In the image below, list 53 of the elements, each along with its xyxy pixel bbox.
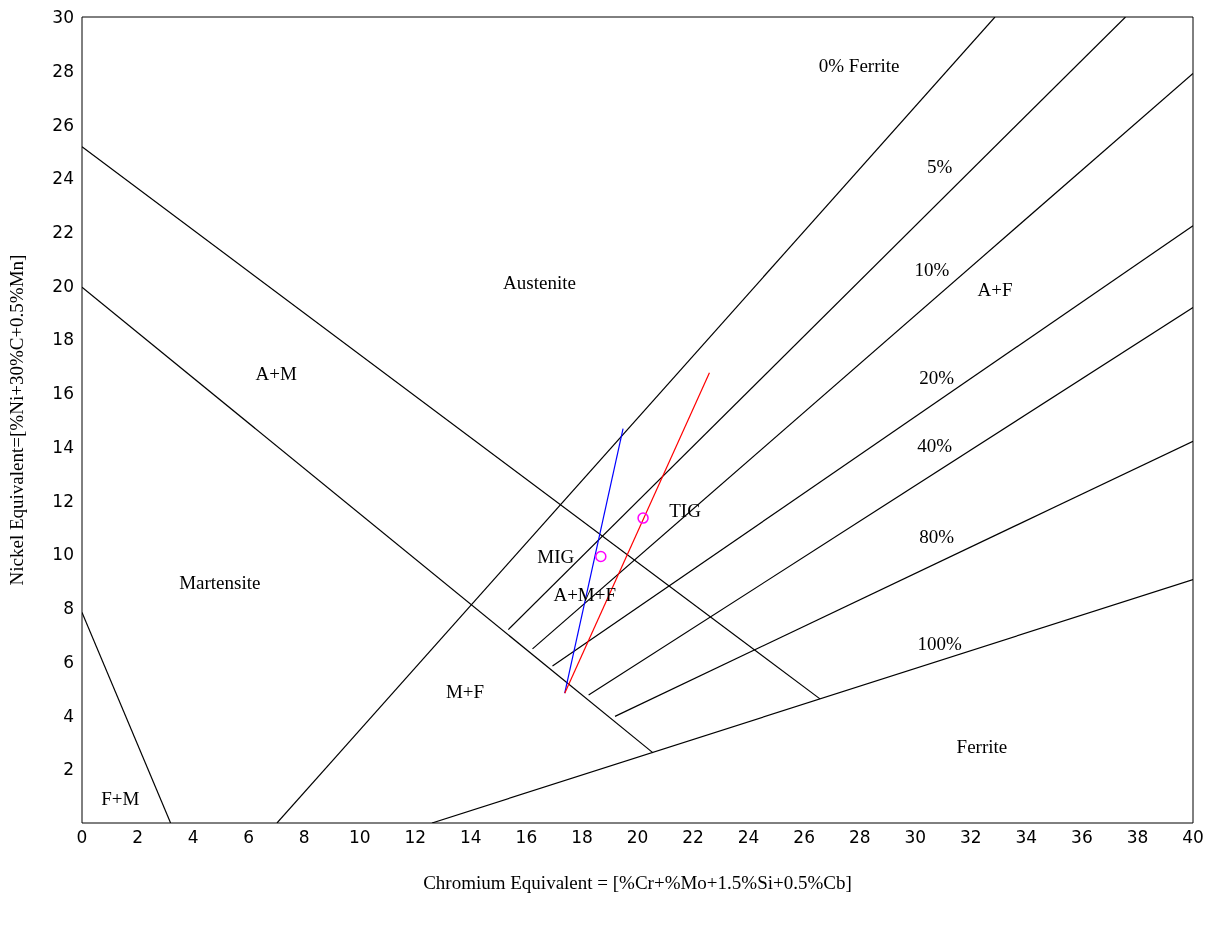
y-tick-label: 20	[52, 275, 74, 296]
x-tick-label: 26	[793, 827, 815, 848]
y-tick-label: 28	[52, 60, 74, 81]
annotation: 40%	[917, 435, 953, 457]
x-tick-label: 0	[76, 827, 88, 848]
x-tick-label: 36	[1071, 827, 1093, 848]
x-tick-label: 18	[571, 827, 593, 848]
y-tick-label: 14	[52, 436, 74, 457]
x-tick-label: 12	[404, 827, 427, 848]
y-axis-title: Nickel Equivalent=[%Ni+30%C+0.5%Mn]	[5, 254, 27, 586]
x-tick-label: 30	[904, 827, 927, 848]
y-tick-label: 2	[63, 759, 74, 780]
x-tick-label: 24	[737, 827, 760, 848]
x-tick-label: 14	[460, 827, 482, 848]
x-tick-label: 40	[1182, 827, 1204, 848]
x-tick-label: 10	[348, 827, 371, 848]
x-tick-label: 8	[298, 827, 310, 848]
y-tick-label: 26	[52, 114, 74, 135]
annotation: 5%	[927, 155, 953, 177]
x-tick-label: 32	[959, 827, 982, 848]
x-tick-label: 28	[848, 827, 871, 848]
x-tick-label: 38	[1126, 827, 1149, 848]
x-tick-label: 16	[515, 827, 538, 848]
x-tick-label: 34	[1015, 827, 1038, 848]
annotation: A+F	[977, 278, 1013, 300]
y-tick-label: 24	[52, 168, 74, 189]
x-tick-label: 2	[132, 827, 143, 848]
y-tick-label: 16	[52, 383, 74, 404]
y-tick-label: 18	[52, 329, 74, 350]
annotation: A+M	[255, 363, 297, 385]
x-tick-label: 6	[243, 827, 255, 848]
annotation: 20%	[919, 367, 955, 389]
y-tick-label: 10	[52, 544, 74, 565]
y-tick-label: 12	[52, 490, 74, 511]
annotation: 0% Ferrite	[818, 54, 900, 76]
annotation: Austenite	[503, 271, 576, 293]
y-tick-label: 22	[52, 221, 74, 242]
annotation: 100%	[917, 632, 963, 654]
annotation: F+M	[101, 787, 140, 809]
y-tick-label: 4	[63, 705, 74, 726]
x-axis-title: Chromium Equivalent = [%Cr+%Mo+1.5%Si+0.5%Cb]	[423, 872, 852, 893]
x-tick-label: 4	[187, 827, 199, 848]
annotation: 10%	[914, 259, 950, 281]
x-tick-label: 20	[626, 827, 649, 848]
annotation: Ferrite	[956, 735, 1008, 757]
y-tick-label: 8	[63, 598, 74, 619]
y-tick-label: 6	[63, 651, 74, 672]
y-tick-label: 30	[52, 7, 74, 28]
annotation: 80%	[919, 525, 955, 547]
annotation: MIG	[537, 545, 575, 567]
annotation: M+F	[445, 680, 485, 702]
annotation: Martensite	[179, 572, 261, 594]
x-tick-label: 22	[682, 827, 704, 848]
